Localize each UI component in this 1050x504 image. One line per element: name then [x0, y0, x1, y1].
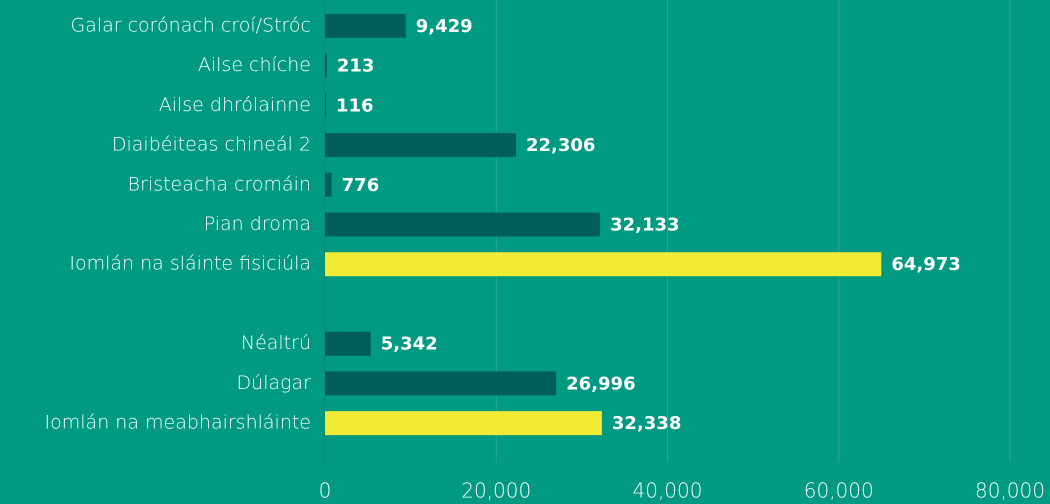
x-tick-label: 60,000	[804, 479, 874, 503]
value-label: 9,429	[416, 16, 473, 37]
value-label: 32,338	[612, 413, 681, 434]
y-tick-label: Pian droma	[204, 213, 311, 235]
value-label: 213	[337, 56, 375, 77]
bar	[325, 331, 371, 356]
bar	[325, 53, 327, 78]
value-label: 776	[342, 175, 380, 196]
y-tick-label: Ailse dhrólainne	[159, 94, 311, 116]
y-tick-label: Iomlán na sláinte fisiciúla	[69, 253, 311, 275]
bar	[325, 93, 326, 118]
y-tick-label: Iomlán na meabhairshláinte	[45, 412, 311, 434]
y-tick-label: Bristeacha cromáin	[128, 173, 311, 195]
value-label: 22,306	[526, 135, 595, 156]
y-tick-label: Ailse chíche	[198, 54, 311, 76]
value-label: 64,973	[891, 254, 960, 275]
y-tick-label: Galar corónach croí/Stróc	[70, 14, 311, 36]
bar	[325, 411, 602, 436]
y-tick-label: Néaltrú	[241, 332, 311, 354]
x-tick-label: 0	[319, 479, 332, 503]
x-tick-label: 80,000	[975, 479, 1045, 503]
bar	[325, 212, 601, 237]
value-label: 32,133	[610, 215, 679, 236]
value-label: 5,342	[381, 334, 438, 355]
bar	[325, 133, 516, 158]
bar	[325, 371, 557, 396]
x-tick-label: 20,000	[461, 479, 531, 503]
x-tick-label: 40,000	[633, 479, 703, 503]
y-tick-label: Diaibéiteas chineál 2	[112, 134, 311, 156]
bar	[325, 252, 882, 277]
value-label: 116	[336, 95, 374, 116]
value-label: 26,996	[566, 373, 635, 394]
bar	[325, 13, 406, 38]
bar	[325, 172, 332, 197]
y-tick-label: Dúlagar	[237, 372, 312, 394]
